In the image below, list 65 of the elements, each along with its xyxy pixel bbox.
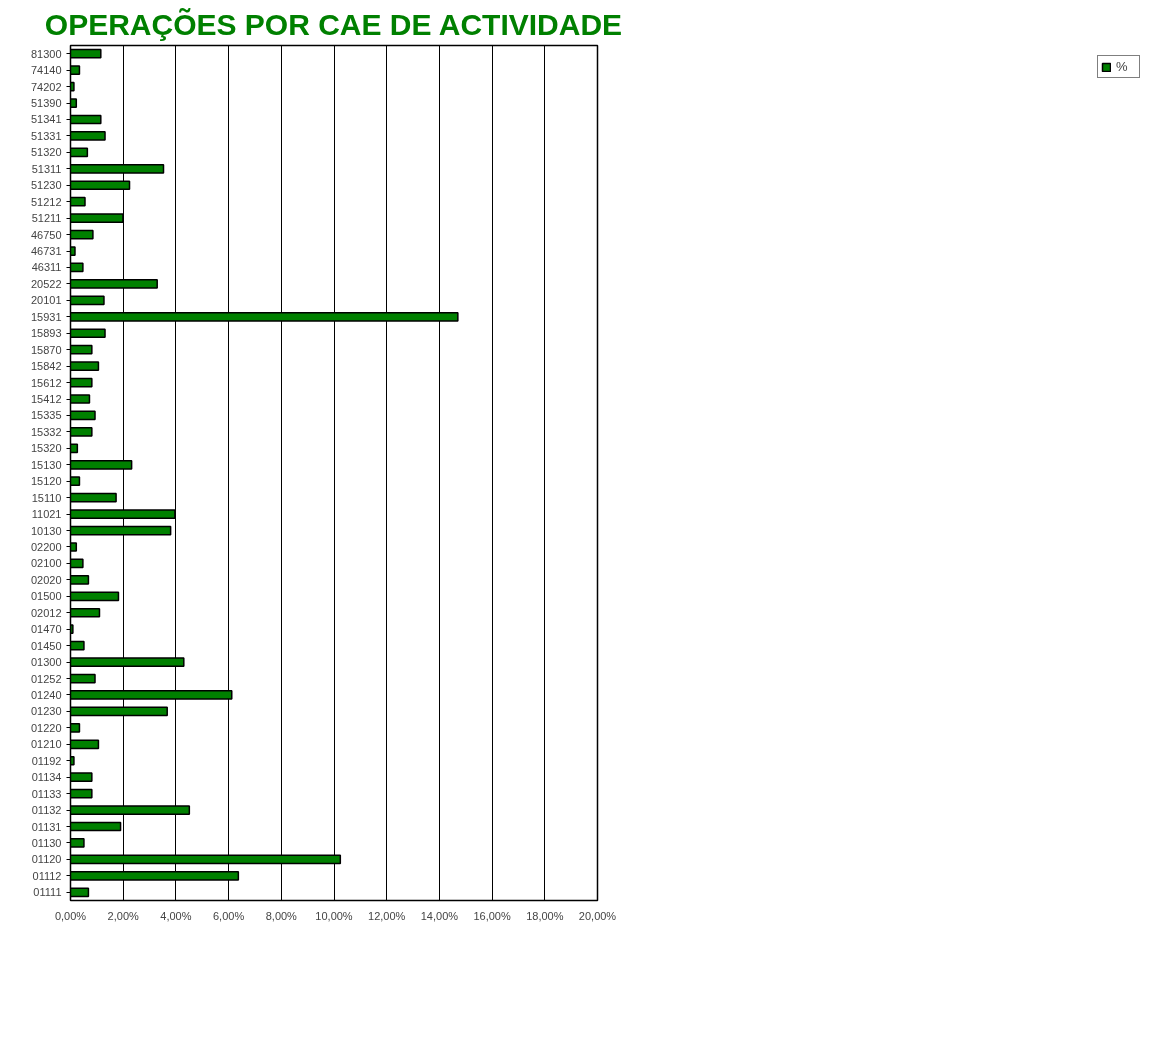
y-tick-label: 51212: [30, 195, 62, 208]
y-tick-label: 74140: [30, 64, 62, 77]
legend-label: %: [1116, 59, 1129, 74]
x-tick-label: 4,00%: [160, 909, 192, 922]
y-tick-label: 11021: [31, 508, 62, 521]
y-tick-label: 01220: [30, 721, 62, 734]
x-tick-label: 14,00%: [420, 909, 459, 922]
x-tick-label: 12,00%: [368, 909, 406, 922]
y-tick-label: 15893: [30, 327, 62, 340]
y-tick-label: 74202: [30, 80, 62, 93]
y-tick-label: 81300: [30, 47, 62, 60]
y-tick-label: 15612: [30, 376, 62, 389]
x-tick-label: 8,00%: [265, 909, 298, 922]
y-tick-label: 01230: [30, 705, 62, 718]
y-tick-label: 02020: [30, 573, 62, 586]
y-tick-label: 15412: [30, 393, 62, 406]
y-tick-label: 15842: [30, 360, 62, 373]
y-tick-label: 15120: [30, 475, 62, 488]
y-tick-label: 15130: [30, 458, 62, 471]
y-tick-label: 01450: [30, 639, 62, 652]
y-tick-label: 01130: [31, 836, 62, 849]
y-tick-label: 51320: [30, 146, 62, 159]
x-tick-label: 10,00%: [315, 909, 353, 922]
y-tick-label: 02200: [30, 540, 62, 553]
x-tick-label: 6,00%: [213, 909, 245, 922]
y-tick-label: 20101: [30, 294, 62, 307]
y-tick-label: 46731: [30, 245, 62, 258]
y-tick-label: 46750: [30, 228, 62, 241]
y-tick-label: 20522: [30, 277, 62, 290]
y-tick-label: 51230: [30, 179, 62, 192]
y-tick-label: 01133: [31, 787, 62, 800]
y-tick-label: 01252: [30, 672, 62, 685]
y-tick-label: 01131: [31, 820, 62, 833]
y-tick-label: 01210: [30, 738, 62, 751]
x-tick-label: 20,00%: [578, 909, 617, 922]
y-tick-label: 10130: [30, 524, 62, 537]
y-tick-label: 02012: [30, 606, 62, 619]
y-tick-label: 15931: [30, 310, 62, 323]
y-tick-label: 01300: [30, 656, 62, 669]
y-tick-label: 01120: [31, 853, 62, 866]
y-tick-label: 15332: [30, 425, 62, 438]
y-tick-label: 01240: [30, 688, 62, 701]
y-tick-label: 15870: [30, 343, 62, 356]
x-tick-label: 16,00%: [473, 909, 511, 922]
y-tick-label: 01470: [30, 623, 62, 636]
y-tick-label: 51311: [31, 162, 62, 175]
y-tick-label: 51331: [30, 129, 62, 142]
y-tick-label: 15320: [30, 442, 62, 455]
x-tick-label: 2,00%: [107, 909, 140, 922]
y-tick-label: 01132: [31, 804, 62, 817]
y-tick-label: 01112: [32, 869, 62, 882]
y-tick-label: 15335: [30, 409, 62, 422]
x-tick-label: 0,00%: [54, 909, 87, 922]
y-tick-label: 01134: [31, 771, 62, 784]
y-tick-label: 51211: [31, 212, 62, 225]
chart-title: OPERAÇÕES POR CAE DE ACTIVIDADE: [44, 7, 623, 41]
y-tick-label: 51390: [30, 97, 62, 110]
y-tick-label: 15110: [31, 491, 62, 504]
y-tick-label: 46311: [31, 261, 62, 274]
y-tick-label: 01500: [30, 590, 62, 603]
y-tick-label: 01111: [33, 886, 62, 899]
x-tick-label: 18,00%: [526, 909, 564, 922]
y-tick-label: 51341: [30, 113, 62, 126]
y-tick-label: 01192: [31, 754, 62, 767]
y-tick-label: 02100: [30, 557, 62, 570]
